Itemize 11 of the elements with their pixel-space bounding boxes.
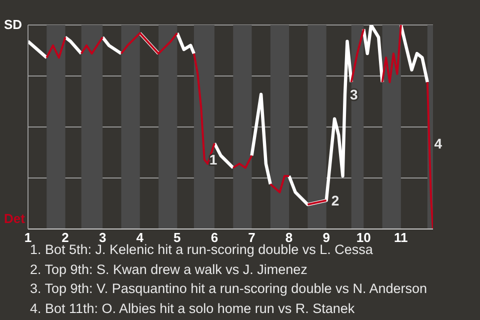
text: 3. Top 9th: V. Pasquantino hit a run-scoring double vs N. Anderson bbox=[30, 280, 428, 298]
series-label: SD bbox=[4, 17, 22, 32]
annotation: 2 bbox=[331, 192, 340, 208]
x-tick-label: 11 bbox=[394, 230, 408, 246]
annotation: 1 bbox=[209, 152, 218, 168]
x-tick-label: 1 bbox=[24, 230, 32, 246]
annotation: 3 bbox=[350, 86, 358, 102]
text: 4. Bot 11th: O. Albies hit a solo home run vs R. Stanek bbox=[30, 300, 356, 318]
annotation: 4 bbox=[434, 135, 442, 152]
text: 2. Top 9th: S. Kwan drew a walk vs J. Jimenez bbox=[30, 260, 308, 279]
text: Det bbox=[4, 211, 26, 226]
